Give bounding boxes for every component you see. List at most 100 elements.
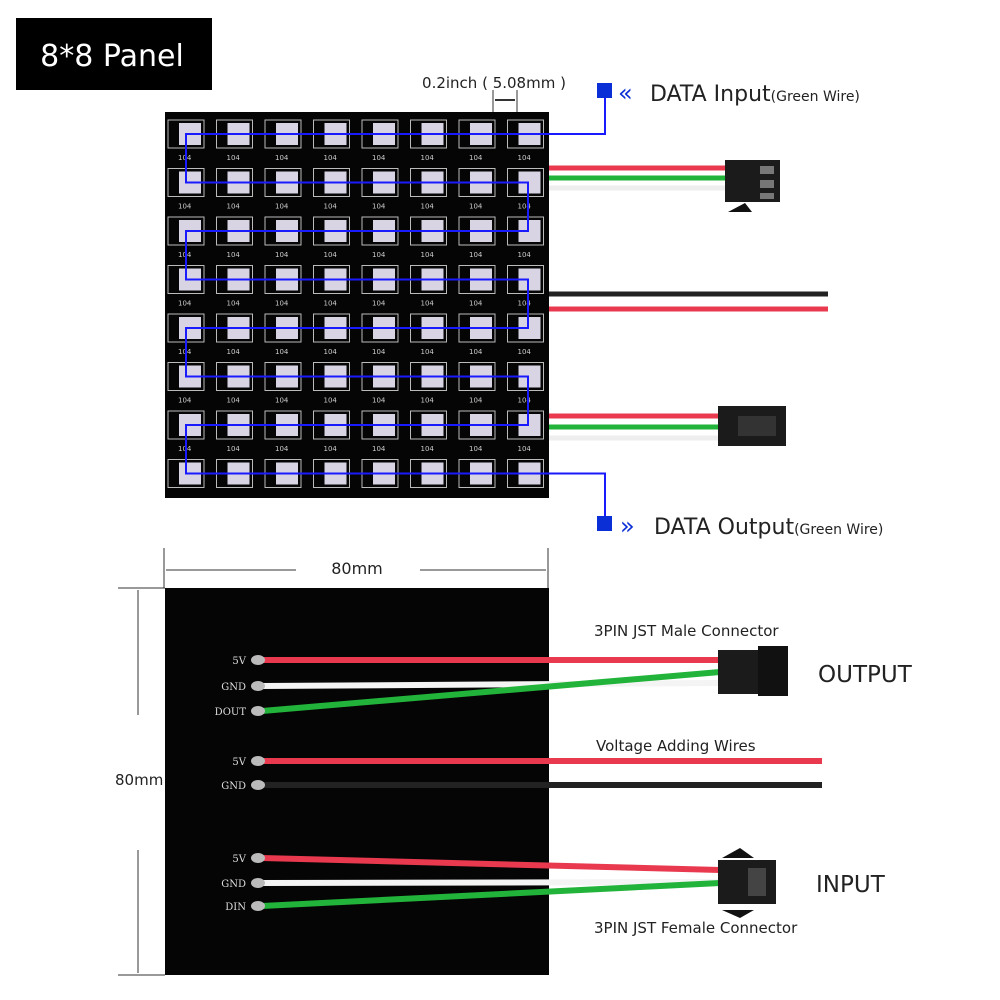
voltage-wires-label: Voltage Adding Wires [596,737,756,755]
resistor-label: 104 [324,154,338,162]
resistor-label: 104 [469,154,483,162]
resistor-label: 104 [469,203,483,211]
resistor-label: 104 [178,251,192,259]
resistor-label: 104 [227,300,241,308]
resistor-label: 104 [227,251,241,259]
data-output-marker [597,516,612,531]
pin-label: 5V [232,757,246,768]
resistor-label: 104 [469,397,483,405]
resistor-label: 104 [324,300,338,308]
resistor-label: 104 [227,397,241,405]
resistor-label: 104 [421,445,435,453]
data-output-label: DATA Output(Green Wire) [654,515,883,540]
resistor-label: 104 [178,348,192,356]
resistor-label: 104 [324,348,338,356]
resistor-label: 104 [372,445,386,453]
input-wires [548,165,725,191]
resistor-label: 104 [178,154,192,162]
resistor-label: 104 [227,154,241,162]
resistor-label: 104 [178,300,192,308]
pin-label: GND [221,879,246,890]
resistor-label: 104 [421,203,435,211]
male-connector [718,646,788,696]
jst-connector-bottom [718,406,786,446]
solder-joints [251,655,265,911]
resistor-label: 104 [421,300,435,308]
resistor-label: 104 [518,445,532,453]
resistor-label: 104 [178,203,192,211]
resistor-label: 104 [324,397,338,405]
output-label: OUTPUT [818,662,913,688]
resistor-label: 104 [275,397,289,405]
resistor-label: 104 [275,445,289,453]
pitch-label: 0.2inch ( 5.08mm ) [422,74,566,92]
resistor-label: 104 [518,203,532,211]
resistor-label: 104 [324,251,338,259]
pin-label: 5V [232,656,246,667]
resistor-label: 104 [421,348,435,356]
led [518,414,541,436]
resistor-label: 104 [275,300,289,308]
resistor-label: 104 [178,397,192,405]
data-input-marker [597,83,612,98]
pin-label: DIN [225,902,246,913]
resistor-label: 104 [372,203,386,211]
resistor-label: 104 [275,348,289,356]
title-text: 8*8 Panel [40,39,184,74]
resistor-label: 104 [275,154,289,162]
resistor-label: 104 [324,203,338,211]
voltage-wires [262,758,822,788]
pin-label: 5V [232,854,246,865]
pin-label: DOUT [215,707,247,718]
pin-label: GND [221,682,246,693]
resistor-label: 104 [275,203,289,211]
chevron-left-icon: « [618,79,633,107]
input-label: INPUT [816,872,886,898]
resistor-label: 104 [227,348,241,356]
resistor-label: 104 [372,397,386,405]
led [518,365,541,388]
resistor-label: 104 [421,251,435,259]
resistor-label: 104 [372,251,386,259]
output-wires [261,657,721,714]
resistor-label: 104 [518,397,532,405]
female-connector [718,848,776,918]
female-connector-label: 3PIN JST Female Connector [594,919,798,937]
led-grid: 104 104 104 104 104 104 104 104 104 104 104 104 104 1… [167,119,544,488]
power-wires-top [548,291,828,312]
led [518,268,541,291]
resistor-label: 104 [275,251,289,259]
resistor-label: 104 [421,154,435,162]
resistor-label: 104 [324,445,338,453]
input-wires-back [261,855,721,909]
resistor-label: 104 [518,251,532,259]
resistor-label: 104 [469,300,483,308]
resistor-label: 104 [518,348,532,356]
led [518,171,541,194]
data-path-line [185,98,606,516]
chevron-right-icon: » [620,512,635,540]
resistor-label: 104 [227,203,241,211]
width-label: 80mm [331,559,383,578]
resistor-label: 104 [469,445,483,453]
led-panel-front [165,112,549,498]
output-wires-top [548,413,720,441]
led [518,220,541,242]
title-badge [16,18,212,90]
resistor-label: 104 [178,445,192,453]
data-input-label: DATA Input(Green Wire) [650,82,860,107]
resistor-label: 104 [469,251,483,259]
pin-label: GND [221,781,246,792]
resistor-label: 104 [469,348,483,356]
male-connector-label: 3PIN JST Male Connector [594,622,779,640]
led [518,317,541,339]
resistor-label: 104 [372,300,386,308]
resistor-label: 104 [421,397,435,405]
resistor-label: 104 [518,300,532,308]
resistor-label: 104 [372,348,386,356]
led-panel-back [165,588,549,975]
jst-connector-top [725,160,780,212]
resistor-label: 104 [518,154,532,162]
resistor-label: 104 [372,154,386,162]
